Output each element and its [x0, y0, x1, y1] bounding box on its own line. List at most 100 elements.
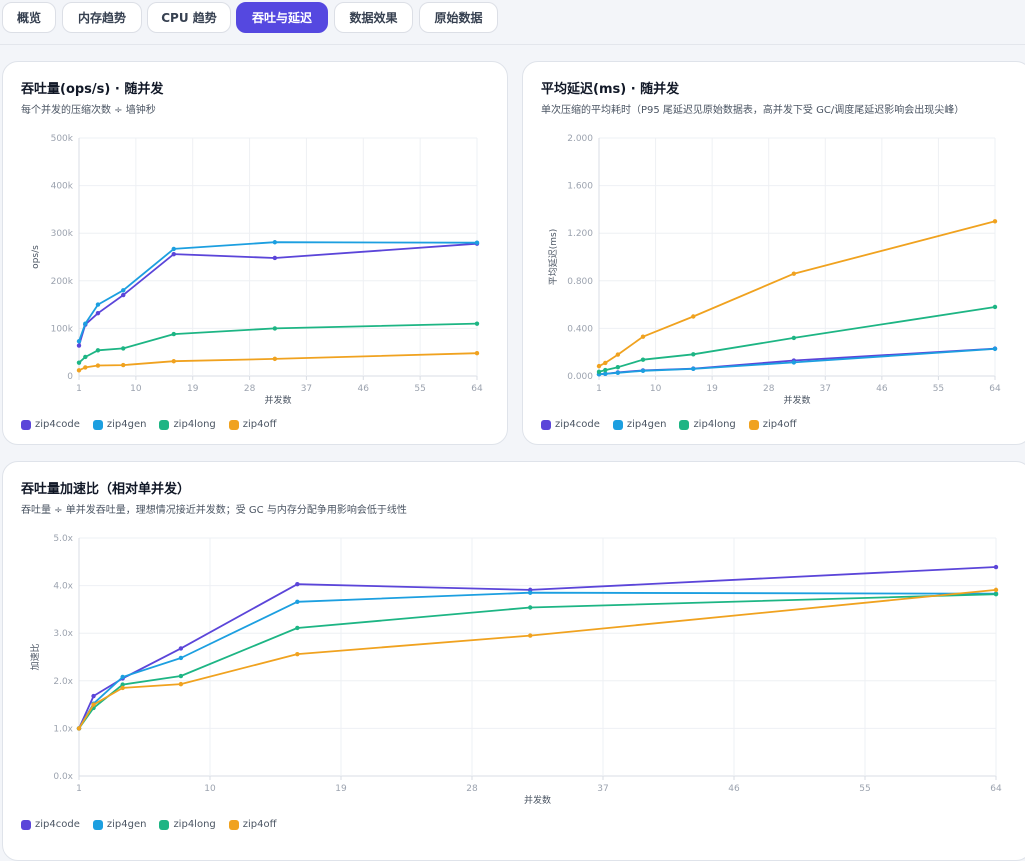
data-point-zip4code	[91, 693, 96, 699]
legend-label: zip4off	[242, 419, 277, 430]
data-point-zip4gen	[171, 246, 176, 252]
y-tick-label: 3.0x	[53, 629, 73, 639]
series-line-zip4off	[598, 220, 996, 367]
data-point-zip4long	[76, 360, 82, 365]
x-tick-label: 19	[187, 384, 199, 394]
y-tick-label: 0.800	[567, 277, 593, 287]
data-point-zip4off	[691, 314, 696, 319]
data-point-zip4gen	[121, 288, 126, 293]
y-tick-label: 0.0x	[53, 772, 73, 782]
data-point-zip4long	[691, 352, 696, 357]
data-point-zip4off	[596, 363, 602, 369]
data-point-zip4code	[121, 292, 126, 298]
legend-item-zip4code[interactable]: zip4code	[541, 419, 600, 430]
y-tick-label: 5.0x	[53, 534, 73, 544]
legend-item-zip4long[interactable]: zip4long	[159, 419, 216, 430]
tab-overview[interactable]: 概览	[2, 2, 56, 33]
data-point-zip4gen	[691, 366, 696, 372]
data-point-zip4long	[640, 357, 646, 362]
data-point-zip4gen	[120, 674, 125, 680]
series-line-zip4code	[78, 566, 997, 729]
legend-item-zip4long[interactable]: zip4long	[679, 419, 736, 430]
data-point-zip4off	[791, 271, 797, 276]
data-point-zip4off	[178, 681, 184, 687]
data-point-zip4long	[791, 335, 797, 341]
data-point-zip4long	[615, 364, 621, 370]
tab-bar: 概览 内存趋势 CPU 趋势 吞吐与延迟 数据效果 原始数据	[0, 0, 1025, 45]
series-line-zip4code	[78, 242, 478, 346]
tab-data-effect[interactable]: 数据效果	[334, 2, 413, 33]
data-point-zip4gen	[791, 360, 797, 365]
speedup-card: 吞吐量加速比（相对单并发） 吞吐量 ÷ 单并发吞吐量，理想情况接近并发数；受 G…	[2, 461, 1025, 861]
data-point-zip4off	[295, 651, 300, 657]
legend-swatch	[21, 419, 31, 430]
data-point-zip4gen	[95, 302, 101, 307]
speedup-chart: 0.0x 1.0x 2.0x 3.0x 4.0x 5.0x 1 10 19 28 37 46 55 64 并…	[29, 534, 1002, 806]
x-tick-label: 64	[990, 784, 1002, 794]
y-axis-title: ops/s	[31, 245, 41, 269]
tab-raw-data[interactable]: 原始数据	[419, 2, 498, 33]
y-tick-label: 500k	[51, 134, 74, 144]
data-point-zip4long	[474, 321, 480, 326]
data-point-zip4long	[171, 331, 176, 337]
y-tick-label: 2.000	[567, 134, 593, 144]
data-point-zip4long	[83, 354, 88, 360]
tab-cpu-trend[interactable]: CPU 趋势	[147, 2, 231, 33]
legend-item-zip4off[interactable]: zip4off	[748, 419, 797, 430]
data-point-zip4off	[272, 356, 278, 362]
data-point-zip4gen	[83, 321, 88, 326]
legend-item-zip4off[interactable]: zip4off	[228, 819, 277, 830]
data-point-zip4off	[603, 360, 608, 366]
legend-label: zip4long	[173, 419, 216, 430]
legend-item-zip4gen[interactable]: zip4gen	[612, 419, 666, 430]
legend-swatch	[159, 819, 170, 830]
data-point-zip4code	[295, 581, 300, 587]
data-point-zip4gen	[474, 240, 480, 245]
y-tick-label: 1.600	[567, 182, 593, 192]
data-point-zip4off	[121, 362, 126, 368]
tab-throughput-latency[interactable]: 吞吐与延迟	[236, 2, 328, 33]
x-axis-title: 并发数	[524, 794, 551, 806]
series-line-zip4long	[78, 322, 478, 364]
x-tick-label: 46	[728, 784, 740, 794]
data-point-zip4long	[528, 605, 533, 610]
data-point-zip4long	[178, 673, 184, 679]
y-tick-label: 400k	[51, 182, 74, 192]
x-axis-title: 并发数	[264, 394, 291, 406]
x-tick-label: 37	[820, 384, 831, 394]
latency-subtitle: 单次压缩的平均耗时（P95 尾延迟见原始数据表，高并发下受 GC/调度尾延迟影响…	[541, 105, 965, 116]
tab-memory-trend[interactable]: 内存趋势	[62, 2, 142, 33]
legend-item-zip4gen[interactable]: zip4gen	[92, 819, 146, 830]
x-tick-label: 64	[989, 384, 1001, 394]
legend-item-zip4code[interactable]: zip4code	[21, 419, 80, 430]
series-line-zip4gen	[598, 348, 996, 376]
y-tick-label: 1.0x	[53, 724, 73, 734]
data-point-zip4long	[603, 367, 608, 373]
legend-item-zip4gen[interactable]: zip4gen	[92, 419, 146, 430]
legend-swatch	[679, 419, 690, 430]
data-point-zip4off	[615, 352, 621, 357]
legend-item-zip4off[interactable]: zip4off	[228, 419, 277, 430]
y-tick-label: 1.200	[567, 229, 593, 239]
x-tick-label: 19	[335, 784, 347, 794]
data-point-zip4off	[993, 587, 999, 593]
data-point-zip4off	[992, 219, 998, 224]
latency-title: 平均延迟(ms) · 随并发	[541, 82, 680, 97]
legend-item-zip4code[interactable]: zip4code	[21, 819, 80, 830]
legend-label: zip4code	[555, 419, 600, 430]
data-point-zip4gen	[178, 655, 184, 661]
speedup-title: 吞吐量加速比（相对单并发）	[21, 482, 191, 497]
legend-item-zip4long[interactable]: zip4long	[159, 819, 216, 830]
x-tick-label: 55	[414, 384, 425, 394]
x-tick-label: 46	[358, 384, 370, 394]
x-tick-label: 10	[650, 384, 662, 394]
throughput-legend: zip4code zip4gen zip4long zip4off	[21, 419, 277, 430]
x-tick-label: 10	[204, 784, 216, 794]
y-tick-label: 200k	[51, 277, 74, 287]
latency-card: 平均延迟(ms) · 随并发 单次压缩的平均耗时（P95 尾延迟见原始数据表，高…	[522, 61, 1025, 445]
x-tick-label: 28	[466, 784, 478, 794]
y-tick-label: 0	[67, 372, 73, 382]
data-point-zip4gen	[640, 368, 646, 373]
data-point-zip4gen	[603, 371, 608, 377]
legend-swatch	[748, 419, 759, 430]
